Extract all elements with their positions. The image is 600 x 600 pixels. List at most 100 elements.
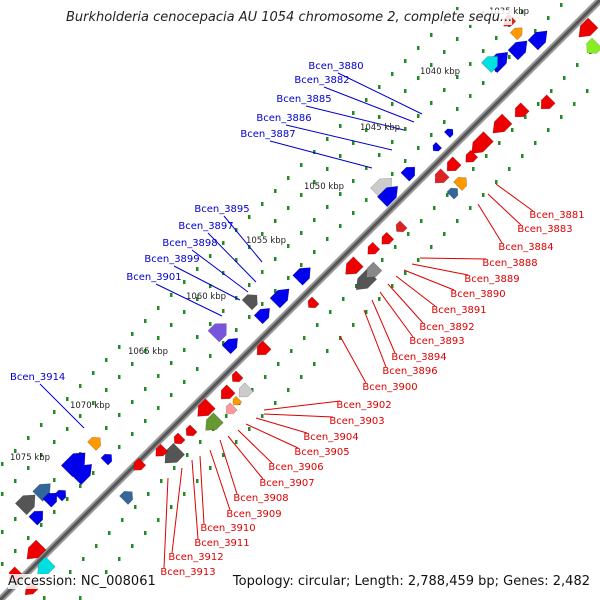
tick-mark xyxy=(430,101,433,105)
kbp-label: 1065 kbp xyxy=(128,347,168,357)
forward-leader-line xyxy=(323,86,415,123)
tick-mark xyxy=(342,297,345,301)
tick-mark xyxy=(183,348,186,352)
gene-labels: Bcen_3880 Bcen_3882 Bcen_3885 Bcen_3886 Bcen… xyxy=(10,61,585,578)
reverse-leader-line xyxy=(227,435,264,480)
tick-mark xyxy=(248,215,251,219)
reverse-leader-line xyxy=(395,275,436,307)
reverse-gene-feature xyxy=(185,424,198,437)
tick-mark xyxy=(186,453,189,457)
tick-mark xyxy=(404,89,407,93)
tick-mark xyxy=(27,466,30,470)
forward-leader-line xyxy=(207,232,257,283)
tick-mark xyxy=(209,322,212,326)
tick-mark xyxy=(53,478,56,482)
tick-mark xyxy=(300,193,303,197)
forward-gene-feature xyxy=(443,128,454,139)
tick-mark xyxy=(391,172,394,176)
tick-mark xyxy=(196,367,199,371)
kbp-label: 1050 kbp xyxy=(304,182,344,192)
tick-mark xyxy=(430,63,433,67)
forward-gene-feature xyxy=(253,307,271,325)
reverse-leader-line xyxy=(191,459,199,540)
tick-mark xyxy=(92,471,95,475)
tick-mark xyxy=(313,150,316,154)
tick-mark xyxy=(430,133,433,137)
tick-mark xyxy=(417,46,420,50)
tick-mark xyxy=(365,198,368,202)
tick-mark xyxy=(14,479,17,483)
tick-mark xyxy=(274,219,277,223)
kbp-label: 1055 kbp xyxy=(246,236,286,246)
tick-mark xyxy=(1,492,4,496)
tick-mark xyxy=(40,423,43,427)
forward-gene-feature xyxy=(207,323,227,343)
forward-gene-feature xyxy=(507,40,528,61)
forward-gene-feature xyxy=(60,452,86,478)
tick-mark xyxy=(313,218,316,222)
reverse-gene-label: Bcen_3894 xyxy=(391,352,446,363)
tick-mark xyxy=(196,335,199,339)
tick-mark xyxy=(287,176,290,180)
tick-mark xyxy=(404,159,407,163)
tick-mark xyxy=(170,293,173,297)
tick-mark xyxy=(456,75,459,79)
reverse-gene-label: Bcen_3881 xyxy=(529,210,584,221)
tick-mark xyxy=(290,349,293,353)
tick-mark xyxy=(456,219,459,223)
forward-gene-label: Bcen_3885 xyxy=(276,94,331,105)
tick-mark xyxy=(53,440,56,444)
forward-leader-line xyxy=(305,105,405,131)
reverse-gene-feature xyxy=(232,395,243,406)
tick-mark xyxy=(407,232,410,236)
reverse-leader-line xyxy=(209,449,231,511)
reverse-gene-label: Bcen_3906 xyxy=(268,462,323,473)
tick-mark xyxy=(1,462,4,466)
tick-mark xyxy=(339,124,342,128)
tick-mark xyxy=(391,72,394,76)
tick-mark xyxy=(469,206,472,210)
tick-mark xyxy=(446,193,449,197)
tick-mark xyxy=(248,283,251,287)
tick-mark xyxy=(261,270,264,274)
reverse-gene-feature xyxy=(220,384,236,400)
tick-mark xyxy=(118,375,121,379)
reverse-gene-feature xyxy=(155,443,169,457)
reverse-leader-line xyxy=(339,335,367,384)
tick-mark xyxy=(118,413,121,417)
genome-summary: Topology: circular; Length: 2,788,459 bp… xyxy=(232,574,590,589)
forward-gene-feature xyxy=(480,55,499,74)
tick-mark xyxy=(144,349,147,353)
tick-mark xyxy=(469,24,472,28)
tick-mark xyxy=(404,271,407,275)
reverse-gene-feature xyxy=(238,382,254,398)
tick-mark xyxy=(378,297,381,301)
forward-gene-feature xyxy=(87,436,102,451)
tick-mark xyxy=(170,505,173,509)
tick-mark xyxy=(121,518,124,522)
tick-mark xyxy=(199,440,202,444)
tick-mark xyxy=(485,154,488,158)
forward-gene-label: Bcen_3880 xyxy=(308,61,363,72)
tick-mark xyxy=(157,336,160,340)
tick-mark xyxy=(248,315,251,319)
forward-gene-feature xyxy=(100,453,113,466)
forward-gene-feature xyxy=(269,288,290,309)
kbp-label: 1070 kbp xyxy=(70,401,110,411)
tick-mark xyxy=(144,387,147,391)
tick-mark xyxy=(560,115,563,119)
forward-leader-line xyxy=(285,124,393,151)
tick-mark xyxy=(326,349,329,353)
reverse-gene-label: Bcen_3893 xyxy=(409,336,464,347)
tick-mark xyxy=(277,362,280,366)
forward-gene-feature xyxy=(221,337,239,355)
reverse-gene-feature xyxy=(586,37,600,54)
tick-mark xyxy=(326,237,329,241)
reverse-leader-line xyxy=(219,439,238,495)
tick-mark xyxy=(469,62,472,66)
tick-mark xyxy=(573,102,576,106)
tick-mark xyxy=(316,323,319,327)
